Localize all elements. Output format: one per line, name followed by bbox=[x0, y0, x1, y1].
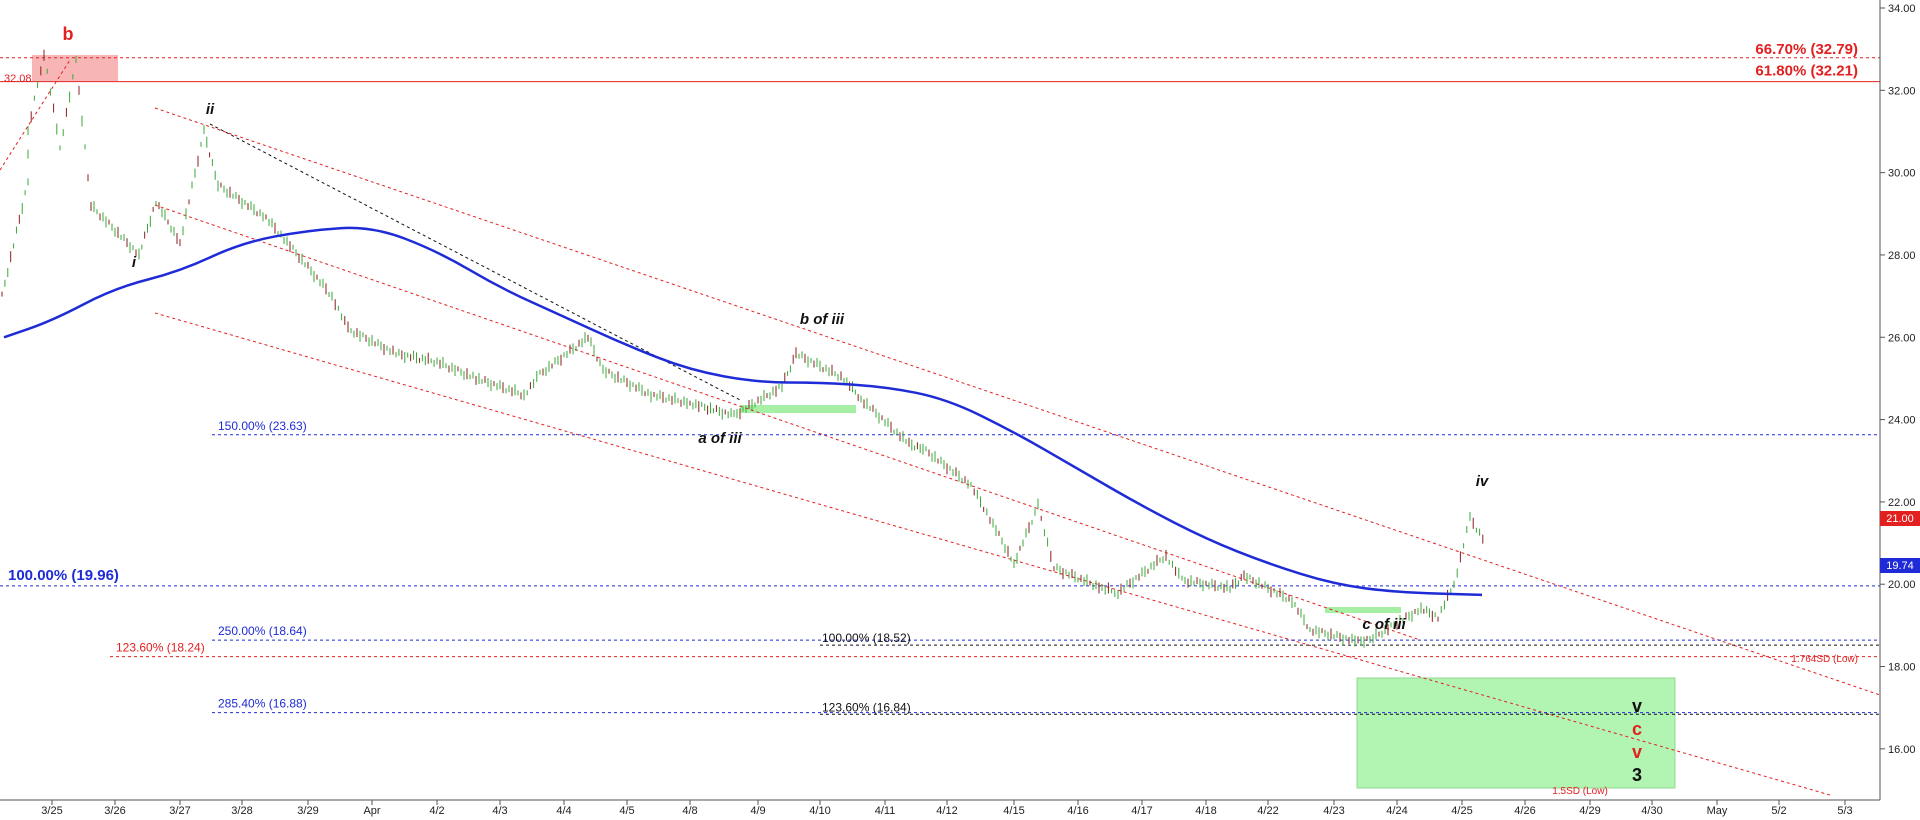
x-tick-label: 4/25 bbox=[1451, 805, 1472, 817]
x-tick-label: 4/30 bbox=[1641, 805, 1662, 817]
wave-label-b-of-iii: b of iii bbox=[800, 311, 845, 328]
y-tick-label: 18.00 bbox=[1888, 662, 1916, 674]
x-tick-label: 4/17 bbox=[1131, 805, 1152, 817]
level-label: 61.80% (32.21) bbox=[1755, 63, 1858, 80]
level-label: 285.40% (16.88) bbox=[218, 697, 307, 711]
target-wave-stack: v c v 3 bbox=[1632, 696, 1642, 785]
x-tick-label: 4/12 bbox=[936, 805, 957, 817]
x-tick-label: 4/26 bbox=[1514, 805, 1535, 817]
level-label: 100.00% (18.52) bbox=[822, 631, 911, 645]
channel-lines bbox=[0, 59, 1881, 796]
wave-label-ii: ii bbox=[206, 101, 215, 118]
ma-badge-bg bbox=[1880, 558, 1920, 573]
target-label-c-red: c bbox=[1632, 719, 1642, 739]
side-label-32-08: 32.08 bbox=[4, 73, 32, 85]
support-zone-c-of-iii bbox=[1325, 607, 1401, 613]
y-tick-label: 24.00 bbox=[1888, 415, 1916, 427]
level-label: 150.00% (23.63) bbox=[218, 419, 307, 433]
sd-label-15: 1.5SD (Low) bbox=[1552, 786, 1608, 797]
channel-mid bbox=[154, 204, 1421, 641]
moving-average-series bbox=[3, 226, 1483, 597]
target-label-v-red: v bbox=[1632, 742, 1642, 762]
y-tick-label: 32.00 bbox=[1888, 85, 1916, 97]
x-tick-label: 3/29 bbox=[297, 805, 318, 817]
support-zone-a-of-iii bbox=[740, 405, 856, 413]
price-badge-text: 21.00 bbox=[1886, 513, 1914, 525]
x-tick-label: 4/15 bbox=[1003, 805, 1024, 817]
x-tick-label: 4/8 bbox=[682, 805, 697, 817]
y-tick-label: 22.00 bbox=[1888, 497, 1916, 509]
x-tick-label: 5/2 bbox=[1771, 805, 1786, 817]
x-tick-label: 4/3 bbox=[492, 805, 507, 817]
channel-lower-1 bbox=[154, 312, 1831, 796]
price-series bbox=[1, 49, 1484, 648]
x-tick-label: 4/23 bbox=[1323, 805, 1344, 817]
target-zone-box bbox=[1356, 677, 1676, 789]
x-tick-label: May bbox=[1707, 805, 1728, 817]
x-tick-label: 4/29 bbox=[1579, 805, 1600, 817]
level-label: 100.00% (19.96) bbox=[8, 567, 119, 584]
wave-labels: b i ii a of iii b of iii c of iii iv bbox=[63, 24, 1490, 633]
moving-average-line bbox=[3, 226, 1483, 597]
x-tick-label: 4/16 bbox=[1067, 805, 1088, 817]
x-axis: 3/25 3/26 3/27 3/28 3/29 Apr 4/2 4/3 4/4 4/5 4/8 4/… bbox=[41, 800, 1853, 817]
y-tick-label: 16.00 bbox=[1888, 744, 1916, 756]
trendline-red-b bbox=[0, 59, 71, 171]
x-tick-label: 4/10 bbox=[809, 805, 830, 817]
wave-label-i: i bbox=[132, 254, 137, 271]
ma-badge-text: 19.74 bbox=[1886, 560, 1914, 572]
level-label: 250.00% (18.64) bbox=[218, 624, 307, 638]
target-label-3: 3 bbox=[1632, 765, 1642, 785]
x-tick-label: 4/5 bbox=[619, 805, 634, 817]
x-tick-label: 4/2 bbox=[429, 805, 444, 817]
x-tick-label: 4/24 bbox=[1386, 805, 1407, 817]
x-tick-label: 5/3 bbox=[1837, 805, 1852, 817]
wave-label-a-of-iii: a of iii bbox=[698, 430, 742, 447]
sd-label-1764: 1.764SD (Low) bbox=[1791, 654, 1858, 665]
y-tick-label: 34.00 bbox=[1888, 3, 1916, 15]
x-tick-label: 3/25 bbox=[41, 805, 62, 817]
y-axis: 16.00 18.00 20.00 22.00 24.00 26.00 28.00 30.00… bbox=[1880, 3, 1916, 756]
x-tick-label: 3/27 bbox=[169, 805, 190, 817]
level-label: 66.70% (32.79) bbox=[1755, 41, 1858, 58]
wave-label-b: b bbox=[63, 24, 74, 44]
wave-label-c-of-iii: c of iii bbox=[1362, 616, 1406, 633]
level-label: 123.60% (18.24) bbox=[116, 641, 205, 655]
level-label: 123.60% (16.84) bbox=[822, 700, 911, 714]
y-tick-label: 30.00 bbox=[1888, 168, 1916, 180]
price-badge-bg bbox=[1880, 511, 1920, 526]
price-badge: 21.00 bbox=[1880, 511, 1920, 526]
resistance-zone-b bbox=[32, 55, 118, 81]
x-tick-label: 3/26 bbox=[104, 805, 125, 817]
x-tick-label: 4/4 bbox=[556, 805, 571, 817]
channel-upper bbox=[154, 107, 1881, 696]
y-tick-label: 28.00 bbox=[1888, 250, 1916, 262]
y-tick-label: 26.00 bbox=[1888, 332, 1916, 344]
y-tick-label: 20.00 bbox=[1888, 579, 1916, 591]
x-tick-label: 3/28 bbox=[231, 805, 252, 817]
x-tick-label: 4/11 bbox=[875, 805, 896, 817]
x-tick-label: Apr bbox=[363, 805, 380, 817]
x-tick-label: 4/9 bbox=[750, 805, 765, 817]
fibonacci-levels: 66.70% (32.79) 61.80% (32.21) 150.00% (23.… bbox=[0, 41, 1880, 715]
x-tick-label: 4/22 bbox=[1257, 805, 1278, 817]
wave-label-iv: iv bbox=[1476, 473, 1490, 490]
x-tick-label: 4/18 bbox=[1195, 805, 1216, 817]
ma-badge: 19.74 bbox=[1880, 558, 1920, 573]
target-label-v-black: v bbox=[1632, 696, 1642, 716]
